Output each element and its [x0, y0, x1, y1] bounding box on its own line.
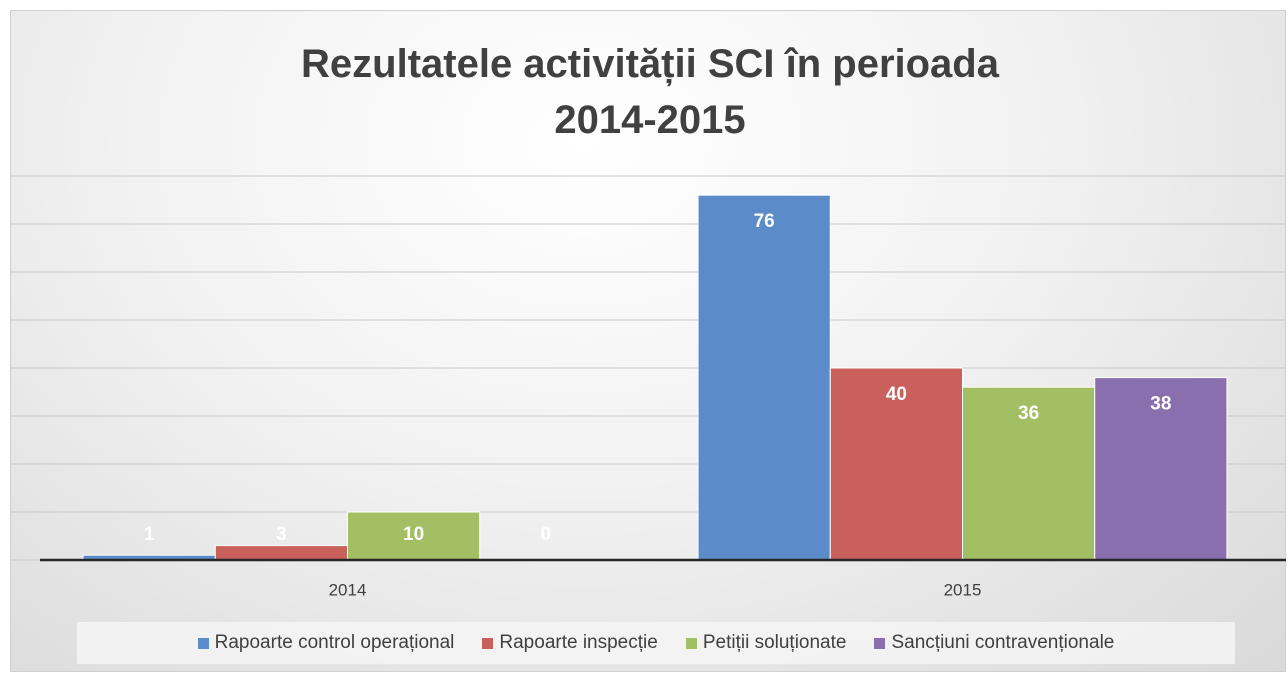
legend-swatch — [685, 637, 697, 649]
data-label: 36 — [1018, 403, 1039, 424]
x-tick-label: 2015 — [944, 580, 982, 599]
legend: Rapoarte control operațional Rapoarte ins… — [77, 622, 1235, 664]
legend-item: Rapoarte control operațional — [197, 632, 455, 654]
legend-swatch — [197, 637, 209, 649]
bar — [962, 386, 1096, 561]
data-label: 3 — [276, 524, 287, 545]
legend-label: Sancțiuni contravenționale — [891, 632, 1115, 653]
data-label: 1 — [144, 524, 155, 545]
bar — [1094, 377, 1228, 561]
bar — [347, 511, 481, 561]
legend-label: Petiții soluționate — [702, 632, 847, 653]
bar — [697, 194, 831, 561]
data-label: 38 — [1150, 394, 1171, 415]
legend-label: Rapoarte inspecție — [499, 632, 658, 653]
x-tick-label: 2014 — [329, 580, 367, 599]
bar — [214, 545, 348, 561]
chart-title: Rezultatele activității SCI în perioada … — [301, 42, 999, 142]
data-label: 10 — [403, 524, 424, 545]
legend-swatch — [874, 637, 886, 649]
data-label: 0 — [541, 524, 552, 545]
chart-area — [10, 10, 1286, 672]
legend-label: Rapoarte control operațional — [214, 632, 455, 653]
legend-item: Petiții soluționate — [685, 632, 847, 654]
data-label: 40 — [886, 384, 907, 405]
data-label: 76 — [754, 211, 775, 232]
legend-item: Rapoarte inspecție — [482, 632, 658, 654]
legend-item: Sancțiuni contravenționale — [874, 632, 1114, 654]
legend-swatch — [482, 637, 494, 649]
